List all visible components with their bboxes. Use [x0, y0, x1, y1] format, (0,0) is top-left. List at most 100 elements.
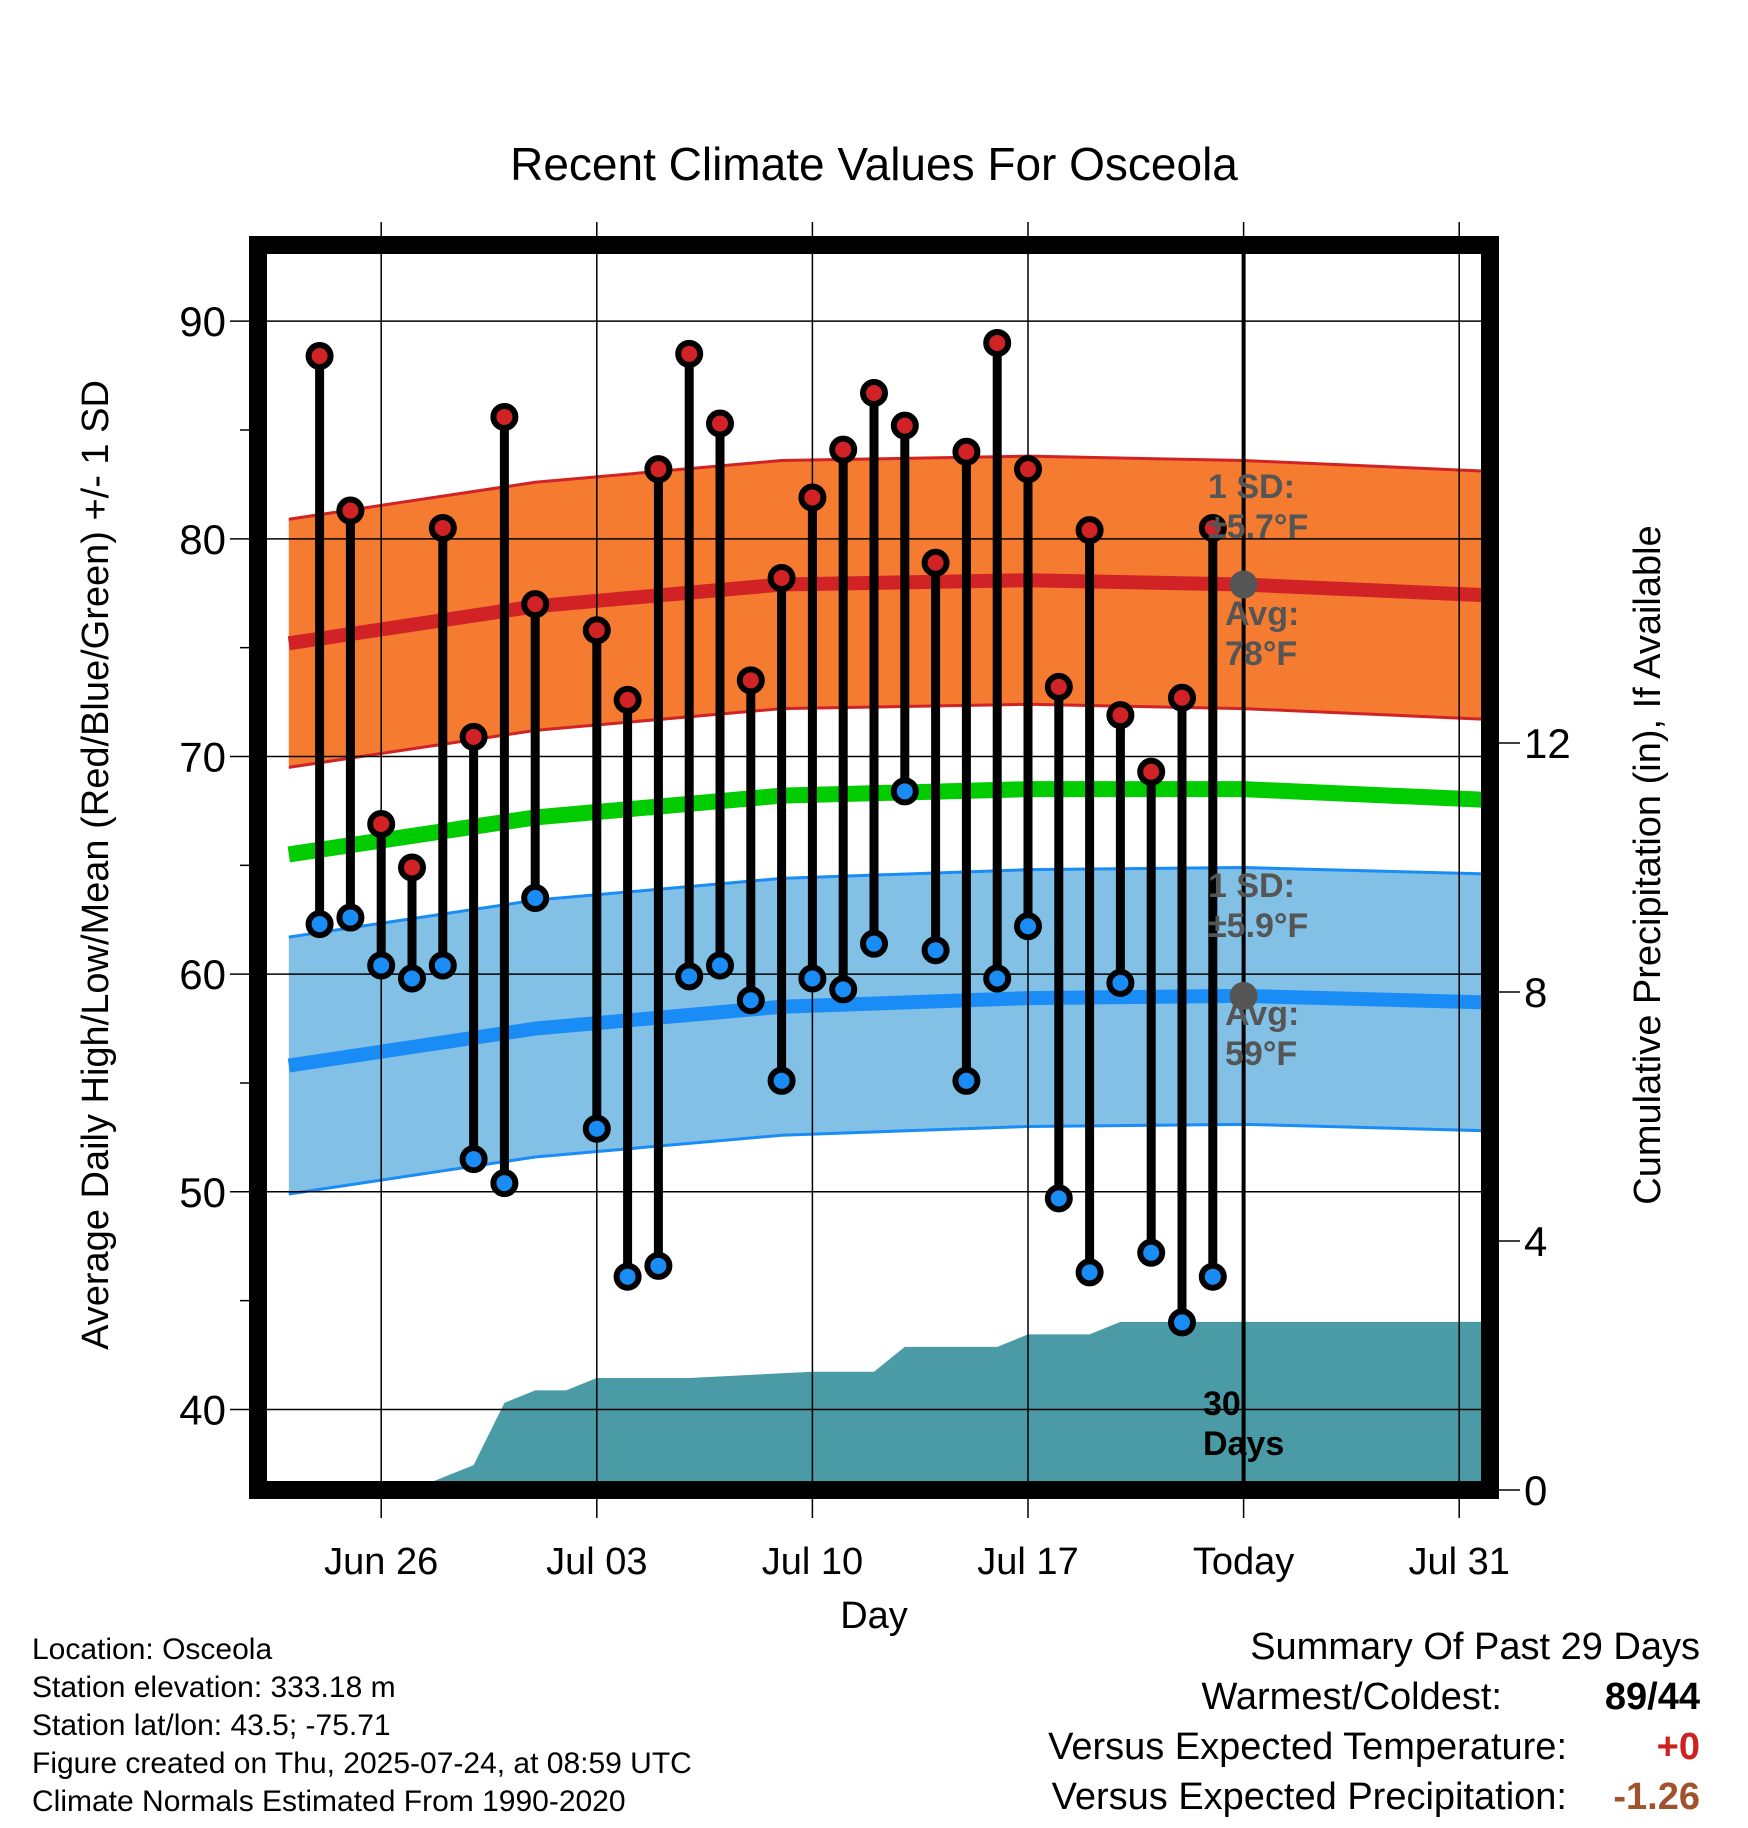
- daily-high-point: [736, 666, 765, 695]
- daily-low-point: [1168, 1308, 1196, 1337]
- daily-low-point: [798, 964, 827, 993]
- daily-low-point: [398, 964, 426, 993]
- daily-high-point: [1106, 701, 1135, 730]
- latlon-text: Station lat/lon: 43.5; -75.71: [32, 1709, 391, 1742]
- daily-high-point: [1168, 683, 1196, 712]
- daily-low-point: [890, 777, 919, 806]
- x-axis-label: Day: [840, 1595, 908, 1637]
- daily-low-point: [305, 910, 334, 939]
- daily-high-point: [952, 437, 981, 466]
- high-avg-annotation: 78°F: [1225, 635, 1297, 673]
- precip-label: Versus Expected Precipitation:: [1051, 1776, 1567, 1818]
- daily-low-point: [860, 929, 888, 958]
- temp-value: +0: [1656, 1726, 1700, 1768]
- y-tick-label: 40: [179, 1386, 226, 1433]
- days-annotation: Days: [1203, 1425, 1284, 1463]
- plot-frame: [249, 236, 1499, 1499]
- low-avg-annotation: Avg:: [1225, 995, 1299, 1033]
- daily-low-point: [952, 1066, 981, 1095]
- y2-axis-label: Cumulative Precipitation (in), If Availa…: [1627, 525, 1669, 1204]
- days-annotation: 30: [1203, 1385, 1241, 1423]
- low-sd-lower-line: [288, 1122, 1490, 1196]
- daily-high-point: [767, 564, 796, 593]
- daily-high-point: [644, 455, 673, 484]
- daily-high-point: [1198, 513, 1227, 542]
- daily-high-point: [983, 328, 1012, 357]
- summary-title: Summary Of Past 29 Days: [1250, 1626, 1700, 1668]
- temp-label: Versus Expected Temperature:: [1048, 1726, 1567, 1768]
- y2-tick-label: 8: [1524, 969, 1547, 1016]
- x-tick-label: Jun 26: [324, 1541, 438, 1583]
- daily-high-point: [706, 409, 734, 438]
- daily-high-point: [367, 809, 396, 838]
- today-high-avg-marker: [1229, 570, 1258, 599]
- daily-low-point: [459, 1145, 488, 1174]
- daily-high-point: [1014, 455, 1042, 484]
- low-sd-band: [288, 867, 1490, 1194]
- daily-low-point: [1044, 1184, 1073, 1213]
- today-low-avg-marker: [1229, 981, 1258, 1010]
- daily-high-point: [890, 411, 919, 440]
- high-sd-annotation: ±5.7°F: [1208, 508, 1308, 546]
- daily-high-point: [428, 513, 457, 542]
- high-avg-annotation: Avg:: [1225, 595, 1299, 633]
- daily-high-point: [798, 483, 827, 512]
- daily-low-point: [521, 883, 550, 912]
- daily-low-point: [706, 951, 734, 980]
- daily-low-point: [428, 951, 457, 980]
- x-tick-label: Jul 10: [762, 1541, 863, 1583]
- warmest-value: 89/44: [1604, 1676, 1700, 1718]
- daily-high-point: [305, 342, 334, 371]
- station-info: Location: Osceola Station elevation: 333…: [32, 1631, 692, 1821]
- daily-low-point: [336, 903, 365, 932]
- daily-high-point: [398, 853, 426, 882]
- daily-low-point: [829, 975, 858, 1004]
- daily-low-point: [767, 1066, 796, 1095]
- daily-high-point: [521, 590, 550, 619]
- daily-low-point: [1137, 1238, 1166, 1267]
- daily-high-point: [613, 685, 642, 714]
- daily-low-point: [367, 951, 396, 980]
- normal-mean-line: [287, 781, 1490, 863]
- daily-high-point: [1044, 672, 1073, 701]
- daily-low-point: [983, 964, 1012, 993]
- daily-high-point: [921, 548, 950, 577]
- daily-low-point: [675, 962, 704, 991]
- x-tick-label: Jul 03: [546, 1541, 647, 1583]
- y-tick-label: 70: [179, 733, 226, 780]
- location-text: Location: Osceola: [32, 1633, 273, 1666]
- daily-low-point: [1198, 1262, 1227, 1291]
- y-axis-label: Average Daily High/Low/Mean (Red/Blue/Gr…: [75, 380, 117, 1350]
- y2-tick-label: 4: [1524, 1218, 1547, 1265]
- warmest-label: Warmest/Coldest:: [1201, 1676, 1502, 1718]
- normals-text: Climate Normals Estimated From 1990-2020: [32, 1785, 626, 1818]
- x-tick-label: Jul 31: [1408, 1541, 1509, 1583]
- elevation-text: Station elevation: 333.18 m: [32, 1671, 396, 1704]
- daily-high-point: [582, 616, 611, 645]
- daily-low-point: [921, 936, 950, 965]
- precip-area: [258, 1321, 1490, 1490]
- high-sd-annotation: 1 SD:: [1208, 468, 1295, 506]
- daily-high-point: [336, 496, 365, 525]
- daily-low-point: [582, 1114, 611, 1143]
- low-sd-annotation: 1 SD:: [1208, 867, 1295, 905]
- chart-title: Recent Climate Values For Osceola: [510, 138, 1238, 190]
- x-tick-label: Today: [1193, 1541, 1294, 1583]
- y-tick-label: 90: [179, 298, 226, 345]
- low-sd-annotation: ±5.9°F: [1208, 907, 1308, 945]
- precip-value: -1.26: [1613, 1776, 1700, 1818]
- y2-tick-label: 12: [1524, 720, 1571, 767]
- daily-low-point: [490, 1169, 519, 1198]
- y-tick-label: 50: [179, 1169, 226, 1216]
- low-sd-upper-line: [288, 865, 1490, 939]
- low-avg-annotation: 59°F: [1225, 1035, 1297, 1073]
- daily-high-point: [1075, 516, 1104, 545]
- daily-high-point: [1137, 757, 1166, 786]
- daily-high-point: [459, 722, 488, 751]
- daily-low-point: [644, 1251, 673, 1280]
- daily-high-point: [829, 435, 858, 464]
- x-tick-label: Jul 17: [977, 1541, 1078, 1583]
